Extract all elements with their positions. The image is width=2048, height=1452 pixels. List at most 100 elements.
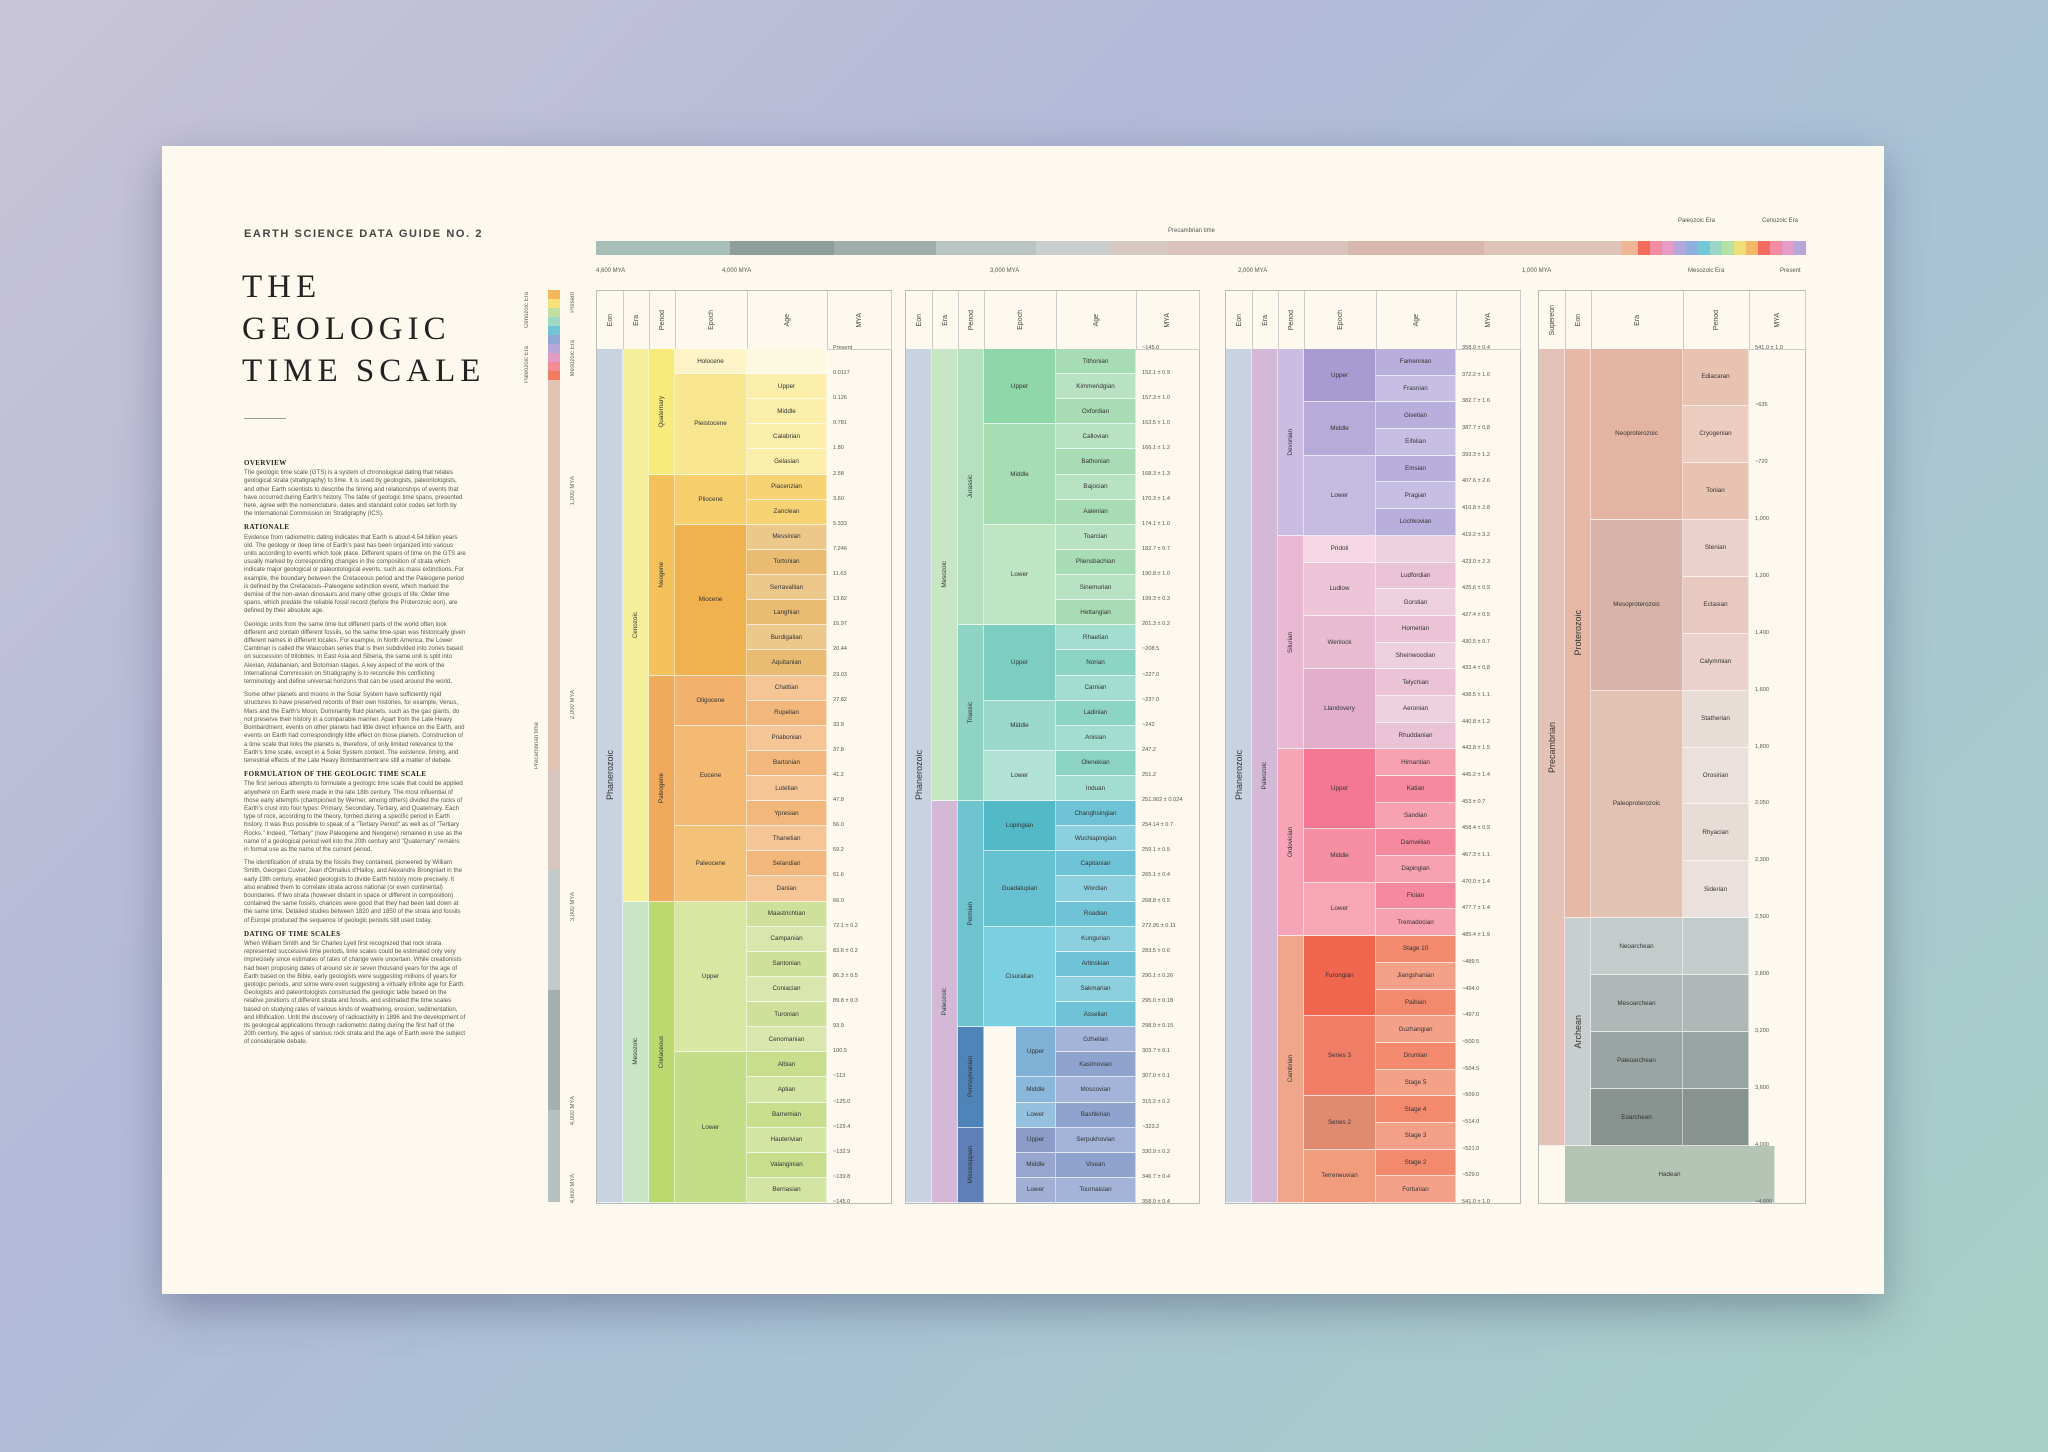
- unit-cell: Series 3: [1304, 1016, 1376, 1097]
- unit-cell-label: Proterozoic: [1572, 610, 1583, 656]
- epoch-cell: Cisuralian: [984, 926, 1056, 1028]
- period-cell: Siderian: [1683, 861, 1749, 919]
- mya-label: 86.3 ± 0.5: [833, 972, 858, 979]
- timeline-segment: [548, 380, 560, 770]
- column-cenozoic-mesozoic: Eon Era Period Epoch Age MYA Phanerozoic Cenozo…: [596, 290, 892, 1205]
- column-header: MYA: [827, 291, 892, 350]
- epoch-cell: Upper: [1016, 1027, 1056, 1078]
- age-cell: Lutetian: [747, 776, 827, 802]
- unit-cell: Miocene: [675, 524, 747, 676]
- unit-cell-label: Mesozoic: [941, 561, 948, 588]
- period-cell: [1683, 918, 1749, 976]
- unit-cell: Pridoli: [1304, 535, 1376, 563]
- age-cell: Lochkovian: [1376, 509, 1456, 536]
- mya-label: 410.8 ± 2.8: [1462, 505, 1490, 512]
- unit-cell: Mesozoic: [623, 901, 649, 1203]
- age-cell: Maastrichtian: [747, 901, 827, 927]
- mya-label: 372.2 ± 1.6: [1462, 371, 1490, 378]
- age-cell: Stage 5: [1376, 1069, 1456, 1097]
- age-cell: Danian: [747, 876, 827, 902]
- mya-label: 41.2: [833, 772, 844, 778]
- unit-cell: Ordovician: [1278, 749, 1304, 937]
- side-label-present: Present: [570, 292, 576, 313]
- unit-cell-label: Cambrian: [1287, 1055, 1294, 1083]
- age-cell: Induan: [1056, 776, 1136, 802]
- side-tick: 4,600 MYA: [570, 1174, 576, 1204]
- timeline-segment: [548, 353, 560, 362]
- mya-label: 423.0 ± 2.3: [1462, 558, 1490, 565]
- mya-label: 1.80: [833, 445, 844, 452]
- epoch-cell: Middle: [1016, 1077, 1056, 1103]
- age-cell: Upper: [747, 374, 827, 400]
- age-cell: Selandian: [747, 851, 827, 877]
- column-header: Era: [623, 291, 650, 350]
- timeline-segment: [1168, 241, 1348, 255]
- mya-label: ~113: [833, 1073, 846, 1080]
- column-header-label: MYA: [1484, 312, 1492, 328]
- mya-label: 59.2: [833, 847, 844, 854]
- mya-label: 3,200: [1755, 1028, 1769, 1035]
- age-cell: [1376, 535, 1456, 563]
- mya-label: 47.8: [833, 797, 844, 804]
- age-cell: Aquitanian: [747, 650, 827, 676]
- age-cell: Turonian: [747, 1002, 827, 1028]
- age-cell: Campanian: [747, 926, 827, 952]
- epoch-cell: Middle: [1016, 1152, 1056, 1178]
- age-cell: Wuchiapingian: [1056, 826, 1136, 852]
- top-timeline-bar: [596, 241, 1806, 255]
- mya-label: 2,800: [1755, 971, 1769, 978]
- mya-label: ~489.5: [1462, 958, 1480, 965]
- age-cell: Bajocian: [1056, 474, 1136, 500]
- age-cell: Stage 10: [1376, 936, 1456, 963]
- mya-label: 2,300: [1755, 857, 1769, 864]
- side-tick: 4,000 MYA: [570, 1096, 576, 1126]
- timeline-segment: [834, 241, 936, 255]
- age-cell: Langhian: [747, 600, 827, 626]
- column-header-label: Eon: [1235, 313, 1243, 327]
- mya-label: ~635: [1755, 401, 1768, 408]
- mya-label: 5.333: [833, 520, 847, 527]
- age-cell: Bashkirian: [1056, 1102, 1136, 1128]
- mya-label: ~4,600: [1755, 1199, 1773, 1205]
- mya-label: ~521.0: [1462, 1145, 1480, 1152]
- mya-label: 303.7 ± 0.1: [1142, 1048, 1170, 1055]
- column-header: Eon: [1226, 291, 1253, 350]
- unit-cell-label: Triassic: [967, 701, 974, 724]
- epoch-cell: Upper: [1016, 1127, 1056, 1153]
- age-cell: Kungurian: [1056, 926, 1136, 952]
- age-cell: Fortunian: [1376, 1176, 1456, 1203]
- unit-cell-label: Devonian: [1287, 428, 1294, 456]
- column-header: Epoch: [984, 291, 1057, 350]
- age-cell: Sakmarian: [1056, 976, 1136, 1003]
- top-label-cenozoic: Cenozoic Era: [1762, 218, 1799, 224]
- column-header-label: MYA: [1773, 312, 1781, 328]
- section-heading: DATING OF TIME SCALES: [244, 929, 341, 938]
- age-cell: Emsian: [1376, 455, 1456, 483]
- top-label-precambrian: Precambrian time: [1168, 228, 1216, 234]
- unit-cell: Upper: [1304, 349, 1376, 403]
- age-cell: Asselian: [1056, 1002, 1136, 1028]
- age-cell: Hettangian: [1056, 600, 1136, 626]
- column-header-label: Age: [1092, 313, 1100, 327]
- timeline-segment: [548, 990, 560, 1110]
- mya-label: 283.5 ± 0.6: [1142, 947, 1170, 954]
- column-header-label: MYA: [855, 312, 863, 328]
- unit-cell: Terreneuvian: [1304, 1149, 1376, 1203]
- mya-label: 393.3 ± 1.2: [1462, 451, 1490, 458]
- unit-cell: Cenozoic: [623, 349, 649, 902]
- section-paragraph: Geologic units from the same time but di…: [244, 620, 466, 686]
- age-cell: Guzhangian: [1376, 1016, 1456, 1043]
- timeline-segment: [1638, 241, 1650, 255]
- age-cell: Stage 3: [1376, 1122, 1456, 1150]
- timeline-segment: [1782, 241, 1794, 255]
- unit-cell: Mesoproterozoic: [1591, 519, 1683, 691]
- age-cell: Middle: [747, 399, 827, 425]
- unit-cell-label: Quaternary: [658, 395, 665, 428]
- section-heading: RATIONALE: [244, 523, 290, 532]
- section-paragraph: The first serious attempts to formulate …: [244, 780, 463, 853]
- column-header: MYA: [1749, 291, 1806, 350]
- column-header: Period: [1683, 291, 1750, 350]
- timeline-segment: [1770, 241, 1782, 255]
- age-cell: Messinian: [747, 524, 827, 550]
- timeline-segment: [1686, 241, 1698, 255]
